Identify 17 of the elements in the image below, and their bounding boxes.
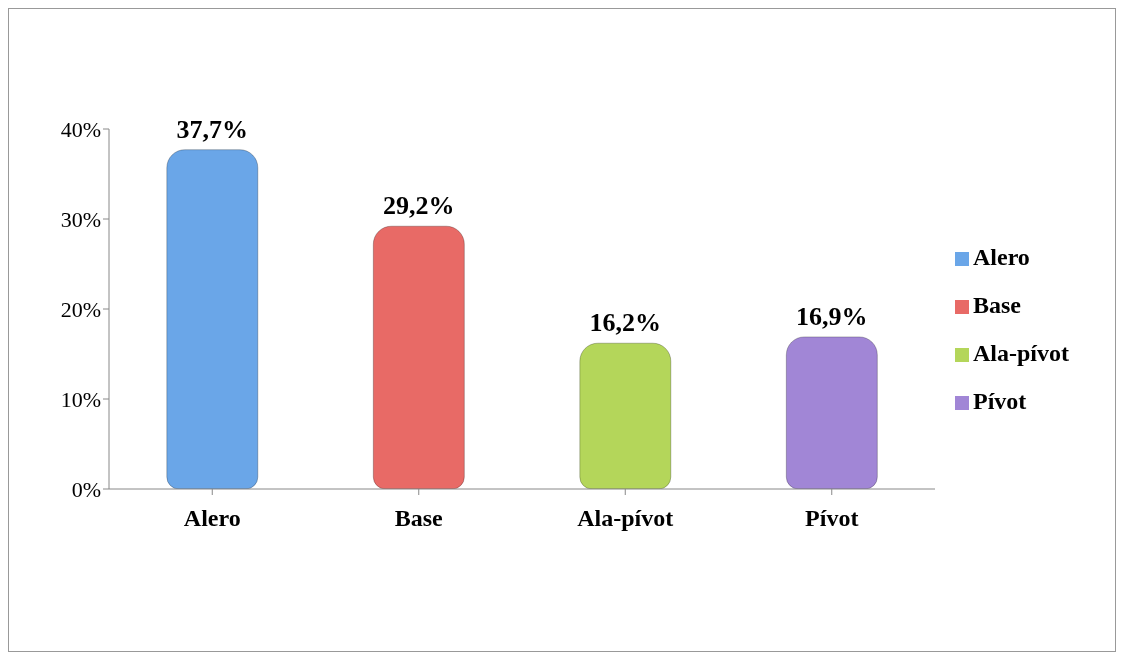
data-label: 16,2% <box>589 308 662 338</box>
y-tick-label: 0% <box>71 476 101 502</box>
legend-label: Base <box>973 292 1021 318</box>
y-tick-label: 20% <box>60 296 101 322</box>
x-tick-label: Alero <box>183 505 241 532</box>
data-label: 29,2% <box>383 191 455 221</box>
x-tick-label: Pívot <box>805 505 859 532</box>
data-label: 37,7% <box>176 114 249 144</box>
y-tick-label: 10% <box>60 386 101 412</box>
legend-label: Pívot <box>973 388 1027 414</box>
y-tick-label: 40% <box>60 116 101 142</box>
x-tick-label: Base <box>394 505 444 532</box>
legend-label: Ala-pívot <box>973 340 1069 366</box>
y-tick-label: 30% <box>60 206 101 232</box>
data-label: 16,9% <box>796 301 868 331</box>
x-tick-label: Ala-pívot <box>577 505 674 532</box>
legend-label: Alero <box>973 244 1030 270</box>
